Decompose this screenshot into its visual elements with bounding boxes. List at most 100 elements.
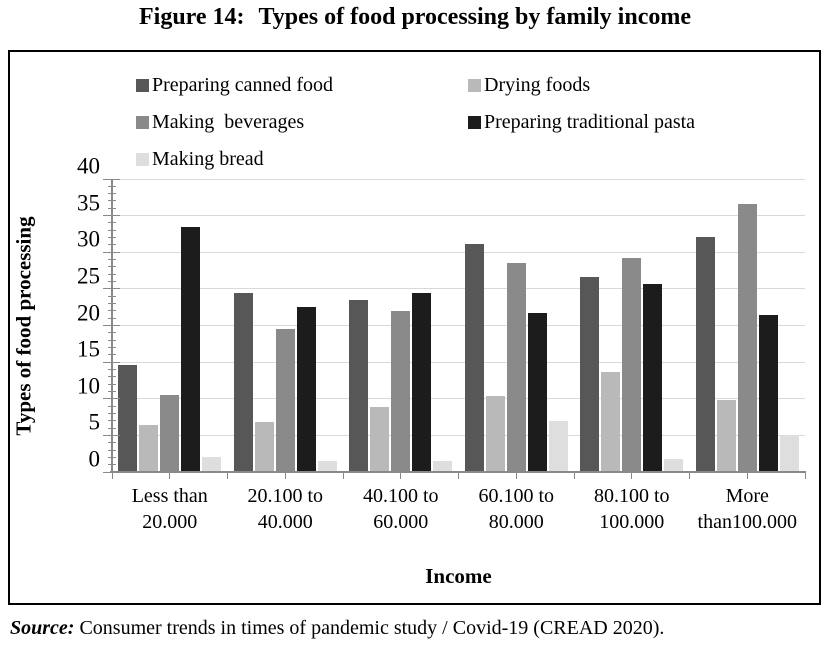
x-tick xyxy=(227,472,228,479)
y-tick-label-10: 10 xyxy=(77,373,100,399)
figure-number: Figure 14: xyxy=(139,4,245,30)
bar-group-6 xyxy=(690,179,806,472)
bar-making-beverages-g4 xyxy=(506,263,526,472)
legend-swatch-icon xyxy=(468,115,481,129)
y-minor-tick xyxy=(108,449,116,451)
bar-group-3 xyxy=(343,179,459,472)
y-major-tick xyxy=(103,251,120,253)
bar-drying-foods-g1 xyxy=(139,425,159,472)
bar-preparing-canned-food-g2 xyxy=(233,293,253,472)
figure-title-text: Types of food processing by family incom… xyxy=(258,4,691,30)
y-minor-tick xyxy=(108,405,116,407)
bar-preparing-traditional-pasta-g1 xyxy=(181,227,201,472)
gridline-30 xyxy=(112,251,805,253)
y-minor-tick xyxy=(108,332,116,334)
y-minor-tick xyxy=(108,427,116,429)
y-minor-tick xyxy=(108,207,116,209)
x-tick xyxy=(689,472,690,479)
y-tick-label-15: 15 xyxy=(77,336,100,362)
y-minor-tick xyxy=(108,237,116,239)
gridline-20 xyxy=(112,325,805,326)
y-tick-label-25: 25 xyxy=(77,263,100,289)
bar-group-2 xyxy=(228,179,344,472)
y-minor-tick xyxy=(108,273,116,275)
plot-area: 0 5 10 15 20 25 30 35 40 xyxy=(77,153,806,479)
bar-groups xyxy=(112,179,805,472)
bar-drying-foods-g2 xyxy=(254,421,274,472)
y-minor-tick xyxy=(108,346,116,348)
y-minor-tick xyxy=(108,368,116,370)
y-tick-label-0: 0 xyxy=(88,446,101,472)
y-minor-tick xyxy=(108,339,116,341)
source-text: Consumer trends in times of pandemic stu… xyxy=(74,617,665,639)
gridline-25 xyxy=(112,288,805,290)
bar-preparing-canned-food-g1 xyxy=(118,365,138,472)
y-tick-label-30: 30 xyxy=(77,226,100,252)
y-minor-tick xyxy=(108,464,116,466)
legend-item-making-beverages: Making beverages xyxy=(136,111,468,133)
y-minor-tick xyxy=(108,200,116,202)
source-label: Source: xyxy=(10,617,75,639)
gridline-15 xyxy=(112,361,805,363)
x-axis-title: Income xyxy=(425,564,492,588)
y-major-tick xyxy=(103,434,120,436)
figure-title: Figure 14: Types of food processing by f… xyxy=(0,4,830,31)
y-minor-tick xyxy=(108,420,116,422)
bar-group-1 xyxy=(112,179,228,472)
y-minor-tick xyxy=(108,442,116,444)
bar-making-bread-g2 xyxy=(317,461,337,472)
x-tick xyxy=(804,472,806,479)
legend-swatch-icon xyxy=(136,78,149,92)
y-tick-label-40: 40 xyxy=(77,153,100,179)
y-tick-label-5: 5 xyxy=(88,409,101,435)
y-major-tick xyxy=(103,288,120,290)
bar-preparing-canned-food-g3 xyxy=(349,299,369,472)
legend-label: Preparing canned food xyxy=(152,74,334,96)
y-minor-tick xyxy=(108,456,116,458)
bar-drying-foods-g6 xyxy=(716,400,736,472)
legend-swatch-icon xyxy=(136,115,149,129)
chart-frame: Preparing canned food Drying foods Making … xyxy=(8,50,821,605)
x-tick xyxy=(631,472,633,479)
legend-label: Making beverages xyxy=(152,111,305,133)
legend-label: Drying foods xyxy=(484,74,591,96)
legend-swatch-icon xyxy=(468,78,481,92)
gridline-35 xyxy=(112,215,805,217)
bar-drying-foods-g4 xyxy=(485,395,505,472)
source-line: Source: Consumer trends in times of pand… xyxy=(10,617,822,640)
y-axis-line xyxy=(111,179,113,473)
gridline-10 xyxy=(112,398,805,400)
bar-preparing-traditional-pasta-g4 xyxy=(527,313,547,472)
chart-legend: Preparing canned food Drying foods Making … xyxy=(136,74,695,170)
y-minor-tick xyxy=(108,303,116,305)
y-minor-tick xyxy=(108,281,116,283)
y-minor-tick xyxy=(108,412,116,414)
bar-making-bread-g5 xyxy=(664,458,684,472)
y-major-tick xyxy=(103,398,120,400)
y-minor-tick xyxy=(108,185,116,187)
legend-label: Making bread xyxy=(152,148,264,170)
legend-swatch-icon xyxy=(136,152,149,166)
x-category-label-3: 40.100 to 60.000 xyxy=(362,485,439,533)
y-minor-tick xyxy=(108,310,116,312)
y-major-tick xyxy=(103,361,120,363)
bar-preparing-traditional-pasta-g5 xyxy=(643,283,663,472)
x-tick xyxy=(111,472,113,479)
bar-group-4 xyxy=(459,179,575,472)
y-minor-tick xyxy=(108,383,116,385)
y-minor-tick xyxy=(108,193,116,195)
y-major-tick xyxy=(103,178,120,180)
gridline-40 xyxy=(112,178,805,180)
x-tick xyxy=(400,472,402,479)
y-major-tick xyxy=(103,215,120,217)
x-tick xyxy=(458,472,459,479)
bar-making-beverages-g5 xyxy=(622,258,642,472)
bar-making-bread-g4 xyxy=(548,420,568,472)
x-category-label-2: 20.100 to 40.000 xyxy=(247,485,324,533)
gridline-5 xyxy=(112,434,805,436)
bar-group-5 xyxy=(574,179,690,472)
bar-making-beverages-g3 xyxy=(391,310,411,472)
y-minor-tick xyxy=(108,259,116,261)
x-tick xyxy=(573,472,575,479)
